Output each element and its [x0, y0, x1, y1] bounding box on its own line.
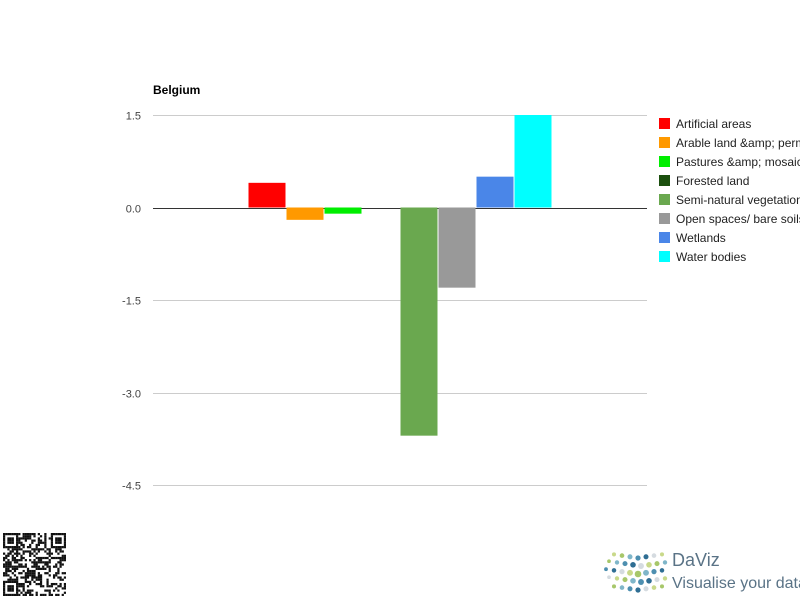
- legend-label: Arable land &amp; permanent crops: [676, 135, 800, 150]
- legend-item[interactable]: Water bodies: [659, 247, 800, 266]
- daviz-dots-icon: [604, 552, 668, 593]
- legend-swatch: [659, 213, 670, 224]
- legend-item[interactable]: Wetlands: [659, 228, 800, 247]
- legend-label: Pastures &amp; mosaic farmland: [676, 154, 800, 169]
- legend-label: Artificial areas: [676, 116, 752, 131]
- y-tick-label: 0.0: [126, 204, 141, 216]
- qr-code: [3, 533, 66, 596]
- bar-6[interactable]: [476, 176, 514, 208]
- bar-4[interactable]: [400, 207, 438, 436]
- legend-item[interactable]: Arable land &amp; permanent crops: [659, 133, 800, 152]
- legend-swatch: [659, 118, 670, 129]
- legend-item[interactable]: Open spaces/ bare soils: [659, 209, 800, 228]
- y-tick-label: -3.0: [122, 389, 141, 401]
- legend-swatch: [659, 194, 670, 205]
- bar-1[interactable]: [286, 207, 324, 220]
- legend-item[interactable]: Semi-natural vegetation: [659, 190, 800, 209]
- legend-swatch: [659, 175, 670, 186]
- legend-item[interactable]: Artificial areas: [659, 114, 800, 133]
- legend-swatch: [659, 137, 670, 148]
- legend-item[interactable]: Pastures &amp; mosaic farmland: [659, 152, 800, 171]
- legend: Artificial areas Arable land &amp; perman…: [659, 114, 800, 266]
- bar-5[interactable]: [438, 207, 476, 288]
- bar-2[interactable]: [324, 207, 362, 214]
- y-tick-label: -4.5: [122, 481, 141, 493]
- brand-tagline: Visualise your data: [672, 575, 800, 592]
- legend-label: Forested land: [676, 173, 750, 188]
- y-tick-label: -1.5: [122, 296, 141, 308]
- daviz-logo: DaViz Visualise your data: [598, 548, 800, 600]
- bar-0[interactable]: [248, 182, 286, 208]
- legend-label: Semi-natural vegetation: [676, 192, 800, 207]
- legend-label: Wetlands: [676, 230, 726, 245]
- legend-label: Water bodies: [676, 249, 747, 264]
- brand-name: DaViz: [672, 550, 720, 570]
- legend-item[interactable]: Forested land: [659, 171, 800, 190]
- legend-swatch: [659, 156, 670, 167]
- bar-7[interactable]: [514, 115, 552, 208]
- legend-label: Open spaces/ bare soils: [676, 211, 800, 226]
- legend-swatch: [659, 232, 670, 243]
- chart-title: Belgium: [153, 83, 201, 97]
- legend-swatch: [659, 251, 670, 262]
- y-tick-label: 1.5: [126, 111, 141, 123]
